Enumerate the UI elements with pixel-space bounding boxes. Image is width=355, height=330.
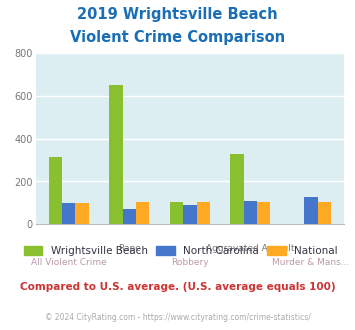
Bar [318,202,331,224]
Text: Robbery: Robbery [171,258,209,267]
Bar [49,157,62,224]
Text: Compared to U.S. average. (U.S. average equals 100): Compared to U.S. average. (U.S. average … [20,282,335,292]
Text: Murder & Mans...: Murder & Mans... [272,258,350,267]
Bar [62,203,76,224]
Text: Rape: Rape [118,244,141,253]
Bar [244,201,257,224]
Text: Violent Crime Comparison: Violent Crime Comparison [70,30,285,45]
Legend: Wrightsville Beach, North Carolina, National: Wrightsville Beach, North Carolina, Nati… [20,242,342,260]
Bar [183,205,197,224]
Text: 2019 Wrightsville Beach: 2019 Wrightsville Beach [77,7,278,21]
Bar [123,209,136,224]
Bar [170,202,183,224]
Bar [230,153,244,224]
Text: © 2024 CityRating.com - https://www.cityrating.com/crime-statistics/: © 2024 CityRating.com - https://www.city… [45,313,310,322]
Bar [76,203,89,224]
Bar [304,196,318,224]
Bar [257,202,271,224]
Bar [136,202,149,224]
Bar [109,85,123,224]
Text: Aggravated Assault: Aggravated Assault [206,244,295,253]
Bar [197,202,210,224]
Text: All Violent Crime: All Violent Crime [31,258,107,267]
